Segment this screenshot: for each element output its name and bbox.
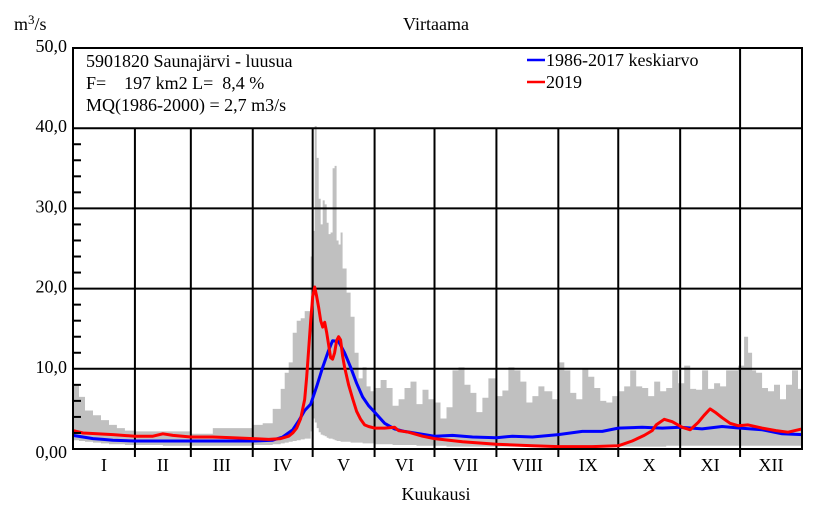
x-month-label: IV xyxy=(273,455,292,475)
x-month-label: XI xyxy=(701,455,720,475)
grid-layer xyxy=(73,48,802,449)
chart-title: Virtaama xyxy=(403,14,469,34)
y-tick-label: 20,0 xyxy=(36,277,68,297)
legend-label-mean: 1986-2017 keskiarvo xyxy=(546,50,698,70)
legend: 1986-2017 keskiarvo 2019 xyxy=(527,50,698,92)
legend-label-2019: 2019 xyxy=(546,72,582,92)
y-axis-unit: m3/s xyxy=(14,12,47,34)
x-month-label: V xyxy=(337,455,350,475)
x-month-label: VIII xyxy=(512,455,543,475)
x-month-label: II xyxy=(157,455,169,475)
x-month-label: VII xyxy=(453,455,478,475)
x-month-label: XII xyxy=(759,455,784,475)
range-band-layer xyxy=(73,120,802,447)
info-station: 5901820 Saunajärvi - luusua xyxy=(86,51,292,71)
series-layer xyxy=(72,285,803,449)
info-box-bg xyxy=(74,50,374,126)
plot-frame xyxy=(72,47,803,450)
y-tick-label: 10,0 xyxy=(36,357,68,377)
series-line-2019 xyxy=(72,285,803,449)
y-tick-label: 0,00 xyxy=(36,442,68,462)
y-tick-label: 40,0 xyxy=(36,116,68,136)
info-area: F= 197 km2 L= 8,4 % xyxy=(86,73,264,93)
x-month-label: VI xyxy=(395,455,414,475)
x-month-label: III xyxy=(213,455,231,475)
info-mq: MQ(1986-2000) = 2,7 m3/s xyxy=(86,95,286,116)
x-month-label: X xyxy=(643,455,656,475)
y-tick-label: 30,0 xyxy=(36,196,68,216)
range-band xyxy=(73,120,802,447)
x-month-label: IX xyxy=(579,455,598,475)
series-line-mean xyxy=(72,339,803,443)
x-axis-label: Kuukausi xyxy=(402,484,471,504)
x-month-label: I xyxy=(101,455,107,475)
y-tick-label: 50,0 xyxy=(36,36,68,56)
